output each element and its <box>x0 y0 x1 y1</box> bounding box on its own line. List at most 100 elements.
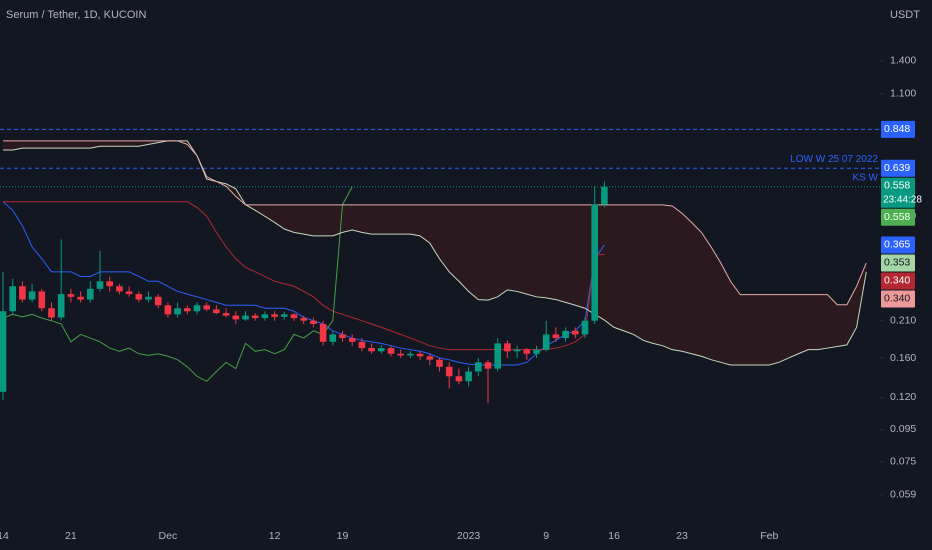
candle-body <box>319 324 327 342</box>
candle-body <box>484 362 492 369</box>
price-badge <box>881 272 915 290</box>
x-tick-label: Feb <box>760 530 778 542</box>
candle-body <box>184 308 191 312</box>
candle-body <box>494 343 501 369</box>
y-axis-label: USDT <box>890 9 920 21</box>
candle-body <box>222 313 230 316</box>
indicator-line <box>2 186 353 382</box>
candle-body <box>465 371 472 382</box>
candle-body <box>339 334 346 339</box>
candle-body <box>504 343 511 352</box>
candle-body <box>116 286 123 292</box>
indicator-line <box>3 140 867 306</box>
candle-body <box>174 308 181 315</box>
price-badge-label: 0.639 <box>884 162 910 174</box>
price-badge-label: 0.353 <box>884 257 910 269</box>
plot-area: LOW W 25 07 2022 KS W <box>0 128 880 404</box>
candle-body <box>552 334 560 339</box>
chart-title: Serum / Tether, 1D, KUCOIN <box>6 9 146 21</box>
candle-body <box>310 320 317 325</box>
candle-body <box>533 349 540 354</box>
candle-body <box>203 305 210 310</box>
candle-body <box>445 366 453 377</box>
x-tick-label: 16 <box>608 530 620 542</box>
price-badge <box>881 120 915 138</box>
y-tick-label: 0.210 <box>890 314 916 326</box>
candle-body <box>300 318 307 321</box>
level-label: KS W <box>852 172 878 183</box>
candle-body <box>358 341 366 349</box>
candle-body <box>426 356 434 360</box>
candle-body <box>106 281 113 287</box>
x-tick-label: 14 <box>0 530 9 542</box>
candle-body <box>0 311 7 392</box>
candle-body <box>407 353 414 356</box>
candle-body <box>57 294 65 318</box>
candle-body <box>378 348 385 352</box>
candle-body <box>416 353 424 357</box>
level-label: LOW W 25 07 2022 <box>790 154 878 165</box>
y-tick-label: 0.120 <box>890 391 916 403</box>
cloud-fill <box>3 140 867 366</box>
candle-body <box>251 315 259 319</box>
candle-body <box>28 291 36 300</box>
candle-body <box>397 353 404 356</box>
price-badge-label: 0.558 <box>884 211 910 223</box>
x-tick-label: 2023 <box>457 530 481 542</box>
candle-body <box>329 334 337 342</box>
candle-body <box>562 330 569 339</box>
candle-body <box>145 296 152 300</box>
candle-body <box>523 349 531 354</box>
price-badge-label: 0.340 <box>884 293 910 305</box>
candle-body <box>348 338 356 342</box>
candle-body <box>164 305 172 315</box>
x-tick-label: 19 <box>337 530 349 542</box>
candle-body <box>368 348 375 352</box>
candle-body <box>455 376 463 382</box>
price-badge-label: 0.558 <box>884 179 910 191</box>
candle-body <box>271 314 278 317</box>
y-tick-label: 0.059 <box>890 488 916 500</box>
candle-body <box>242 315 249 320</box>
price-badge <box>881 236 915 254</box>
candle-body <box>387 348 395 354</box>
candle-body <box>601 186 608 205</box>
y-tick-label: 1.100 <box>890 88 916 100</box>
indicator-line <box>3 140 867 366</box>
candle-body <box>572 330 579 335</box>
y-tick-label: 1.400 <box>890 54 916 66</box>
price-badge <box>881 290 915 308</box>
candle-body <box>125 291 133 295</box>
candle-body <box>290 314 298 319</box>
candle-body <box>38 291 46 309</box>
candle-body <box>281 314 288 317</box>
price-badge-label: 0.340 <box>884 275 910 287</box>
x-tick-label: 23 <box>676 530 688 542</box>
x-tick-label: Dec <box>159 530 178 542</box>
price-badge-label: 0.848 <box>884 123 910 135</box>
price-badge <box>881 208 915 226</box>
candle-body <box>542 334 550 350</box>
candle-body <box>87 288 94 300</box>
price-badge-countdown: 23:44:28 <box>883 194 922 205</box>
price-badge <box>881 159 915 177</box>
candle-body <box>135 294 143 300</box>
candle-body <box>232 315 240 320</box>
candle-body <box>19 286 26 300</box>
price-badge-label: 0.365 <box>884 239 910 251</box>
candle-body <box>581 320 589 335</box>
candle-body <box>193 305 201 312</box>
candle-body <box>475 362 482 372</box>
candle-body <box>591 204 598 321</box>
x-tick-label: 21 <box>65 530 77 542</box>
y-tick-label: 0.160 <box>890 352 916 364</box>
candle-body <box>48 308 55 318</box>
price-badge <box>881 254 915 272</box>
candle-body <box>213 309 220 314</box>
candle-body <box>513 349 521 352</box>
candle-body <box>96 281 104 289</box>
candle-body <box>261 314 269 319</box>
candle-body <box>436 359 443 367</box>
x-tick-label: 9 <box>543 530 549 542</box>
x-tick-label: 12 <box>269 530 281 542</box>
